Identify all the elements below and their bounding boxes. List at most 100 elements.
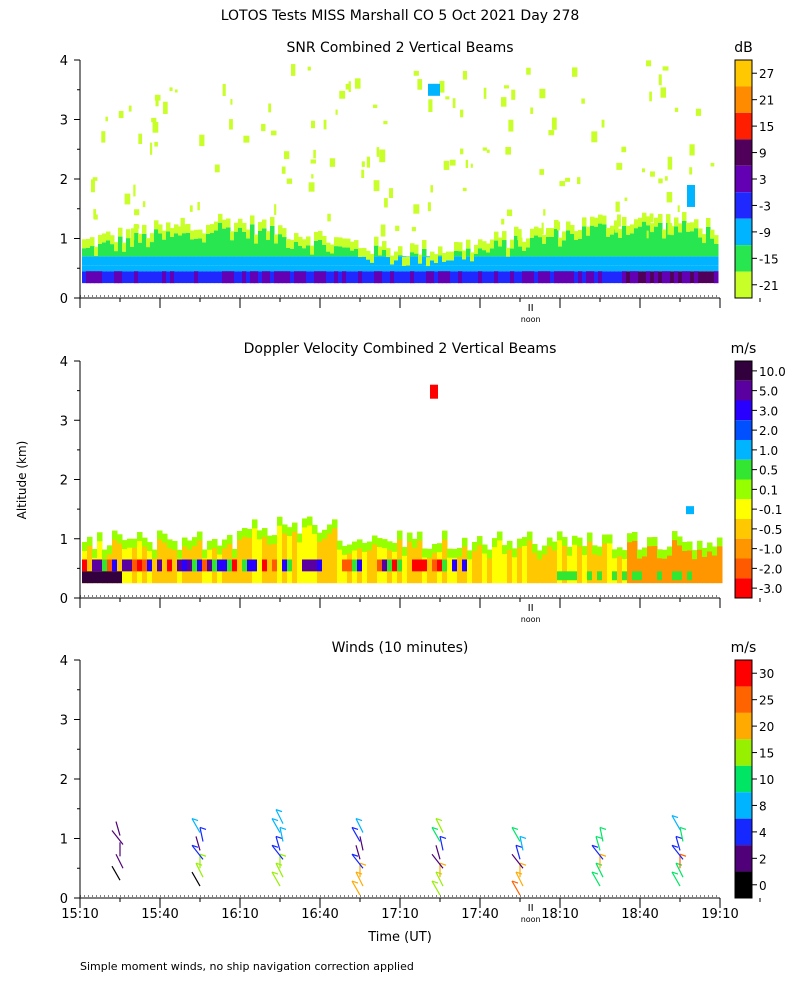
heatmap-cell <box>158 265 163 272</box>
heatmap-cell <box>372 535 378 584</box>
heatmap-cell <box>82 559 87 572</box>
heatmap-cell <box>206 271 211 284</box>
heatmap-cell <box>162 256 167 266</box>
heatmap-cell <box>142 265 147 272</box>
heatmap-cell <box>522 241 527 251</box>
heatmap-cell <box>97 571 103 584</box>
heatmap-cell <box>618 228 623 238</box>
heatmap-cell <box>94 271 99 284</box>
heatmap-cell <box>502 545 508 584</box>
wind-barb-flag <box>599 853 607 857</box>
heatmap-cell <box>372 535 378 545</box>
wind-barb-flag <box>351 826 359 831</box>
heatmap-cell <box>287 527 293 584</box>
heatmap-cell <box>430 185 434 193</box>
heatmap-cell <box>214 230 219 257</box>
heatmap-cell <box>658 271 663 284</box>
heatmap-cell <box>710 256 715 266</box>
heatmap-cell <box>606 236 611 257</box>
heatmap-cell <box>174 265 179 272</box>
heatmap-cell <box>262 528 268 584</box>
heatmap-cell <box>562 265 567 272</box>
wind-barb <box>595 836 601 851</box>
heatmap-cell <box>230 256 235 266</box>
colorbar-label: 25 <box>759 694 774 708</box>
heatmap-cell <box>278 256 283 266</box>
heatmap-cell <box>470 252 475 262</box>
heatmap-cell <box>226 227 231 257</box>
heatmap-cell <box>290 64 296 76</box>
colorbar-label: 0.1 <box>759 483 778 497</box>
x-tick-label: 17:40 <box>461 907 498 922</box>
heatmap-cell <box>122 559 127 572</box>
heatmap-cell <box>637 549 643 559</box>
heatmap-cell <box>392 559 397 572</box>
heatmap-cell <box>114 271 119 284</box>
heatmap-cell <box>546 265 551 272</box>
heatmap-cell <box>622 550 628 584</box>
heatmap-cell <box>402 546 408 584</box>
heatmap-cell <box>430 384 438 399</box>
heatmap-cell <box>82 571 88 584</box>
heatmap-cell <box>158 233 163 257</box>
heatmap-cell <box>326 271 331 284</box>
heatmap-cell <box>462 265 467 272</box>
heatmap-cell <box>547 537 553 584</box>
heatmap-cell <box>432 544 438 553</box>
heatmap-cell <box>486 265 491 272</box>
heatmap-cell <box>162 230 167 240</box>
heatmap-cell <box>697 540 703 550</box>
heatmap-cell <box>367 541 373 584</box>
colorbar-swatch <box>735 245 752 272</box>
heatmap-cell <box>192 537 198 547</box>
heatmap-cell <box>698 256 703 266</box>
heatmap-cell <box>378 265 383 272</box>
heatmap-cell <box>450 256 455 266</box>
heatmap-cell <box>517 538 523 584</box>
heatmap-cell <box>522 256 527 266</box>
heatmap-cell <box>667 223 673 235</box>
heatmap-cell <box>546 256 551 266</box>
heatmap-cell <box>137 559 142 572</box>
heatmap-cell <box>706 218 711 227</box>
heatmap-cell <box>118 271 123 284</box>
heatmap-cell <box>541 222 544 235</box>
heatmap-cell <box>410 271 415 284</box>
heatmap-cell <box>554 265 559 272</box>
heatmap-cell <box>602 256 607 266</box>
heatmap-cell <box>672 531 678 541</box>
heatmap-cell <box>146 238 151 248</box>
heatmap-cell <box>122 242 127 252</box>
heatmap-cell <box>572 535 578 584</box>
heatmap-cell <box>318 230 323 240</box>
heatmap-cell <box>290 256 295 266</box>
heatmap-cell <box>163 101 168 114</box>
heatmap-cell <box>252 519 258 584</box>
heatmap-cell <box>97 532 103 542</box>
heatmap-cell <box>714 271 719 284</box>
heatmap-cell <box>254 234 259 244</box>
heatmap-cell <box>498 256 503 266</box>
heatmap-cell <box>230 271 235 284</box>
heatmap-cell <box>667 156 673 170</box>
heatmap-cell <box>450 271 455 284</box>
heatmap-cell <box>154 265 159 272</box>
heatmap-cell <box>170 265 175 272</box>
heatmap-cell <box>530 237 535 257</box>
heatmap-cell <box>207 540 213 550</box>
wind-barb <box>351 853 364 869</box>
heatmap-cell <box>578 238 583 257</box>
heatmap-cell <box>615 201 620 212</box>
heatmap-cell <box>122 251 127 257</box>
heatmap-cell <box>702 548 708 584</box>
heatmap-cell <box>566 256 571 266</box>
heatmap-cell <box>197 201 200 211</box>
heatmap-cell <box>90 237 95 247</box>
heatmap-cell <box>578 229 583 239</box>
heatmap-cell <box>570 233 575 257</box>
heatmap-cell <box>526 238 531 248</box>
heatmap-cell <box>482 256 487 266</box>
heatmap-cell <box>338 271 343 284</box>
heatmap-cell <box>347 559 352 572</box>
colorbar-swatch <box>735 479 752 500</box>
